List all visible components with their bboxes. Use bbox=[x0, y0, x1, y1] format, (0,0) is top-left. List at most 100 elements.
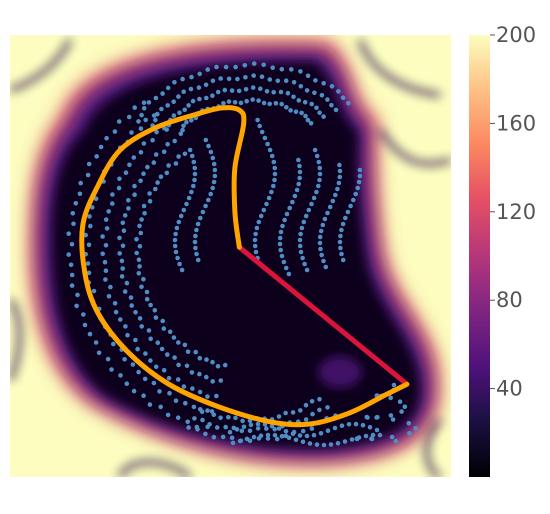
sample-point bbox=[226, 76, 232, 82]
sample-point bbox=[102, 259, 108, 265]
sample-point bbox=[349, 437, 355, 442]
sample-point bbox=[143, 351, 148, 356]
sample-point bbox=[265, 432, 271, 438]
sample-point bbox=[175, 415, 181, 421]
sample-point bbox=[232, 100, 238, 105]
sample-point bbox=[271, 159, 277, 165]
sample-point bbox=[204, 357, 209, 362]
sample-point bbox=[345, 209, 351, 215]
sample-point bbox=[191, 159, 197, 165]
sample-point bbox=[314, 442, 320, 447]
sample-point bbox=[208, 149, 214, 155]
sample-point bbox=[257, 123, 263, 129]
sample-point bbox=[299, 225, 305, 231]
sample-point bbox=[325, 405, 330, 410]
sample-point bbox=[141, 203, 147, 209]
sample-point bbox=[126, 198, 131, 203]
sample-point bbox=[226, 99, 232, 104]
sample-point bbox=[185, 419, 190, 425]
sample-point bbox=[289, 67, 294, 72]
sample-point bbox=[196, 85, 202, 90]
sample-point bbox=[192, 171, 198, 177]
sample-point bbox=[182, 342, 188, 348]
sample-point bbox=[189, 117, 194, 123]
sample-point bbox=[184, 201, 189, 207]
sample-point bbox=[117, 251, 122, 256]
sample-point bbox=[214, 393, 219, 399]
sample-point bbox=[302, 99, 308, 105]
sample-point bbox=[152, 308, 158, 313]
sample-point bbox=[174, 225, 180, 231]
sample-point bbox=[204, 95, 209, 101]
sample-point bbox=[153, 117, 158, 123]
sample-point bbox=[317, 407, 322, 413]
sample-point bbox=[176, 154, 181, 159]
sample-point bbox=[272, 432, 278, 438]
sample-point bbox=[303, 417, 309, 422]
sample-point bbox=[192, 177, 197, 183]
sample-point bbox=[309, 101, 315, 107]
sample-point bbox=[222, 87, 228, 93]
sample-point bbox=[118, 317, 123, 322]
sample-point bbox=[218, 378, 224, 383]
sample-point bbox=[127, 162, 132, 168]
colorbar-tick-label: 120 bbox=[496, 200, 536, 224]
sample-point bbox=[329, 84, 335, 89]
sample-point bbox=[227, 429, 233, 435]
sample-point bbox=[329, 102, 334, 108]
sample-point bbox=[325, 428, 331, 434]
sample-point bbox=[131, 155, 137, 160]
sample-point bbox=[154, 129, 159, 135]
sample-point bbox=[132, 183, 137, 189]
sample-point bbox=[183, 400, 188, 406]
sample-point bbox=[171, 113, 177, 118]
sample-point bbox=[103, 277, 108, 282]
colorbar-ticks: 40 80 120 160 200 bbox=[490, 23, 536, 401]
sample-point bbox=[290, 410, 296, 415]
sample-point bbox=[194, 251, 199, 257]
sample-point bbox=[187, 147, 193, 153]
sample-point bbox=[104, 226, 110, 231]
sample-point bbox=[338, 245, 343, 251]
sample-point bbox=[283, 410, 288, 416]
sample-point bbox=[357, 167, 363, 173]
sample-point bbox=[142, 376, 148, 382]
sample-point bbox=[132, 192, 137, 197]
sample-point bbox=[346, 100, 351, 106]
sample-point bbox=[353, 191, 359, 197]
sample-point bbox=[364, 414, 370, 420]
sample-point bbox=[355, 185, 361, 191]
sample-point bbox=[367, 425, 373, 430]
sample-point bbox=[390, 417, 396, 422]
sample-point bbox=[122, 357, 127, 362]
sample-point bbox=[116, 185, 122, 191]
sample-point bbox=[211, 412, 217, 418]
sample-point bbox=[161, 368, 167, 373]
sample-point bbox=[205, 67, 210, 72]
sample-point bbox=[233, 415, 238, 421]
sample-point bbox=[138, 230, 144, 236]
sample-point bbox=[298, 84, 304, 89]
sample-point bbox=[258, 433, 264, 439]
sample-point bbox=[103, 243, 109, 248]
sample-point bbox=[407, 431, 412, 436]
sample-point bbox=[158, 404, 163, 410]
sample-point bbox=[264, 89, 270, 94]
sample-point bbox=[267, 77, 273, 82]
sample-point bbox=[190, 98, 196, 104]
sample-point bbox=[290, 199, 295, 205]
sample-point bbox=[244, 98, 249, 104]
sample-point bbox=[214, 64, 219, 70]
sample-point bbox=[397, 399, 403, 405]
sample-point bbox=[211, 161, 217, 167]
sample-point bbox=[314, 153, 320, 159]
sample-point bbox=[271, 183, 276, 189]
sample-point bbox=[197, 371, 202, 377]
sample-point bbox=[297, 175, 303, 181]
sample-point bbox=[269, 189, 274, 195]
sample-point bbox=[151, 160, 157, 165]
sample-point bbox=[200, 209, 206, 215]
sample-point bbox=[370, 432, 376, 438]
sample-point bbox=[305, 73, 311, 79]
